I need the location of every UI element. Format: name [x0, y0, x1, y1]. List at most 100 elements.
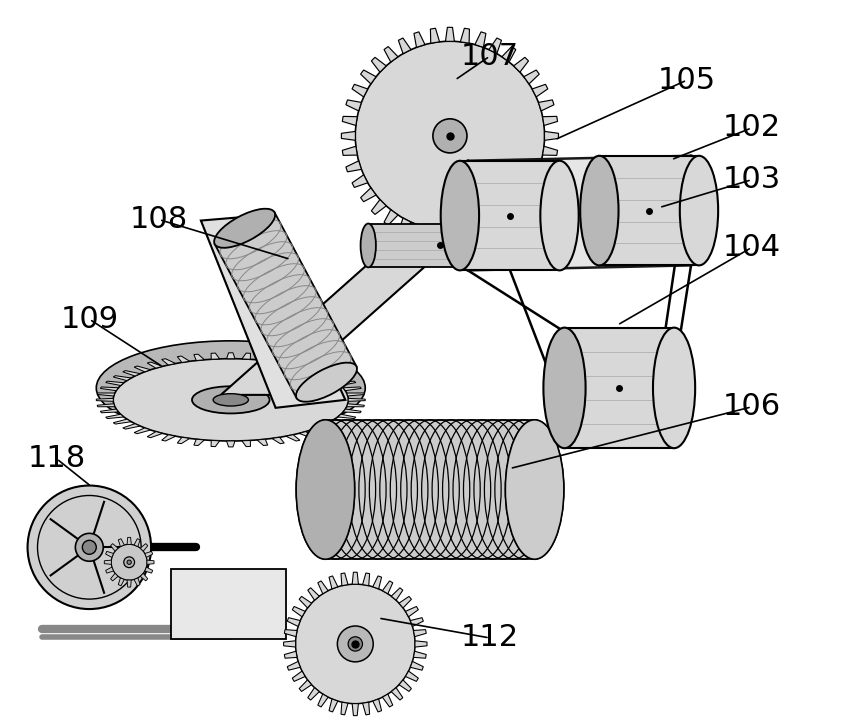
Polygon shape	[352, 704, 359, 715]
Polygon shape	[119, 578, 125, 586]
Polygon shape	[331, 376, 348, 381]
Polygon shape	[398, 218, 411, 234]
Polygon shape	[414, 225, 425, 240]
Circle shape	[433, 119, 467, 153]
Polygon shape	[292, 606, 305, 616]
Polygon shape	[104, 560, 112, 564]
Polygon shape	[215, 212, 357, 398]
Polygon shape	[201, 216, 346, 408]
Polygon shape	[341, 132, 355, 140]
Polygon shape	[211, 353, 220, 359]
Polygon shape	[97, 403, 115, 407]
Polygon shape	[342, 146, 358, 156]
Polygon shape	[599, 156, 699, 265]
Ellipse shape	[113, 358, 348, 441]
Polygon shape	[145, 567, 152, 573]
Polygon shape	[415, 640, 427, 647]
Polygon shape	[227, 441, 235, 447]
Polygon shape	[134, 578, 140, 586]
Polygon shape	[532, 84, 548, 97]
Ellipse shape	[543, 328, 585, 448]
Polygon shape	[96, 386, 365, 390]
Polygon shape	[384, 47, 398, 62]
Polygon shape	[460, 161, 559, 270]
Polygon shape	[346, 403, 365, 407]
Polygon shape	[288, 618, 301, 627]
Polygon shape	[147, 560, 154, 564]
Ellipse shape	[197, 388, 263, 411]
Circle shape	[28, 486, 151, 609]
Ellipse shape	[296, 419, 355, 559]
Polygon shape	[96, 398, 113, 401]
Polygon shape	[430, 28, 440, 43]
Polygon shape	[272, 356, 284, 363]
Ellipse shape	[214, 209, 275, 248]
Ellipse shape	[580, 156, 618, 265]
Polygon shape	[178, 356, 190, 363]
Circle shape	[82, 540, 96, 554]
Ellipse shape	[540, 161, 578, 270]
Polygon shape	[539, 100, 554, 111]
Polygon shape	[127, 580, 132, 587]
Polygon shape	[106, 551, 113, 558]
Ellipse shape	[192, 386, 269, 414]
Polygon shape	[524, 188, 540, 202]
Text: 106: 106	[723, 393, 781, 422]
Polygon shape	[414, 651, 426, 658]
Polygon shape	[539, 161, 554, 172]
Circle shape	[338, 626, 373, 662]
Polygon shape	[363, 573, 370, 586]
Polygon shape	[468, 156, 691, 270]
Polygon shape	[445, 28, 455, 41]
Polygon shape	[341, 702, 348, 715]
Polygon shape	[123, 424, 140, 429]
Polygon shape	[532, 174, 548, 188]
Polygon shape	[147, 362, 163, 368]
Polygon shape	[384, 209, 398, 225]
Ellipse shape	[504, 223, 520, 268]
Polygon shape	[391, 588, 403, 601]
Ellipse shape	[441, 161, 479, 270]
Polygon shape	[162, 358, 176, 365]
Polygon shape	[372, 576, 382, 589]
Ellipse shape	[653, 328, 695, 448]
Polygon shape	[341, 573, 348, 586]
Polygon shape	[134, 539, 140, 547]
Polygon shape	[565, 328, 674, 448]
Circle shape	[127, 560, 132, 564]
Polygon shape	[414, 630, 426, 637]
Polygon shape	[111, 574, 118, 581]
Polygon shape	[292, 671, 305, 681]
Polygon shape	[346, 161, 361, 172]
Polygon shape	[489, 218, 501, 234]
Polygon shape	[405, 606, 418, 616]
Polygon shape	[430, 228, 440, 244]
Text: 108: 108	[130, 205, 188, 234]
Ellipse shape	[213, 394, 249, 406]
Polygon shape	[461, 228, 469, 244]
Polygon shape	[113, 376, 131, 381]
Polygon shape	[445, 230, 455, 244]
Ellipse shape	[96, 341, 365, 435]
Polygon shape	[414, 32, 425, 47]
Polygon shape	[343, 409, 361, 413]
Polygon shape	[242, 441, 250, 446]
Polygon shape	[106, 381, 124, 385]
Polygon shape	[502, 47, 516, 62]
Polygon shape	[106, 567, 113, 573]
Polygon shape	[299, 432, 314, 438]
Polygon shape	[502, 209, 516, 225]
Text: 109: 109	[61, 305, 119, 334]
Polygon shape	[211, 441, 220, 446]
Polygon shape	[326, 419, 534, 559]
Polygon shape	[288, 662, 301, 670]
Text: 103: 103	[722, 165, 781, 194]
Polygon shape	[329, 576, 338, 589]
Ellipse shape	[506, 419, 564, 559]
Polygon shape	[410, 662, 423, 670]
Polygon shape	[257, 439, 268, 446]
Ellipse shape	[360, 223, 376, 268]
Polygon shape	[284, 651, 297, 658]
Circle shape	[75, 534, 103, 561]
Polygon shape	[342, 116, 358, 126]
